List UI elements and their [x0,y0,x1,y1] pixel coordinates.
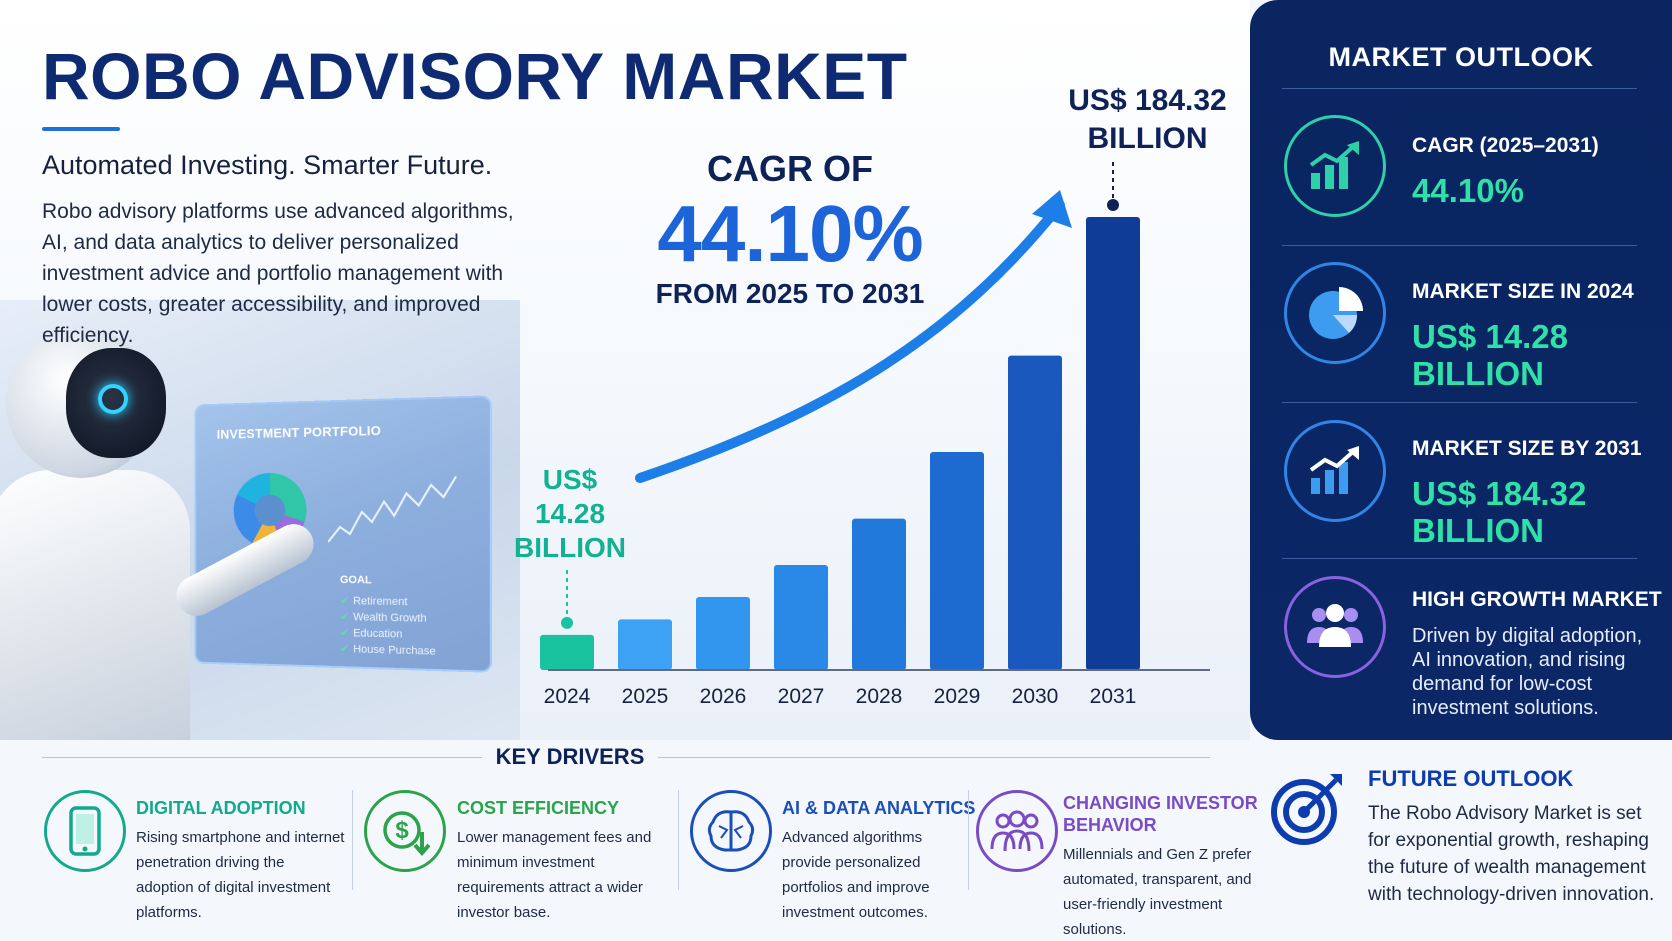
divider [1282,88,1637,89]
bar-2028 [852,519,906,670]
panel-title: MARKET OUTLOOK [1250,42,1672,73]
x-tick-label: 2029 [934,685,981,708]
divider [1282,558,1637,559]
x-ticks-group: 2024 2025 2026 2027 2028 2029 2030 2031 [544,685,1137,708]
data-label-2024: US$ 14.28 BILLION [505,463,635,565]
x-tick-label: 2026 [700,685,747,708]
future-outlook-text: The Robo Advisory Market is set for expo… [1368,800,1658,908]
outlook-growth-label: HIGH GROWTH MARKET [1412,588,1662,612]
x-tick-label: 2030 [1012,685,1059,708]
last-bar-dot [1107,199,1119,211]
bar-2031 [1086,217,1140,670]
cagr-value: 44.10% [640,188,940,280]
x-tick-label: 2031 [1090,685,1137,708]
driver-title: AI & DATA ANALYTICS [782,797,975,819]
driver-title: COST EFFICIENCY [457,797,619,819]
outlook-growth-text: Driven by digital adoption, AI innovatio… [1412,624,1652,720]
driver-text: Rising smartphone and internet penetrati… [136,825,346,925]
bar-2030 [1008,356,1062,670]
cagr-label: CAGR OF [640,148,940,190]
driver-text: Lower management fees and minimum invest… [457,825,677,925]
divider [678,790,679,890]
growth-chart-icon [1284,115,1386,217]
divider [658,757,1210,758]
divider [968,790,969,890]
outlook-cagr-value: 44.10% [1412,172,1524,209]
x-tick-label: 2027 [778,685,825,708]
data-label-2031: US$ 184.32 BILLION [1060,82,1235,158]
driver-title: CHANGING INVESTOR BEHAVIOR [1063,792,1258,836]
investors-icon [976,790,1058,872]
key-drivers-title: KEY DRIVERS [490,744,650,770]
driver-title: DIGITAL ADOPTION [136,797,306,819]
market-outlook-panel: MARKET OUTLOOK CAGR (2025–2031) 44.10% M… [1250,0,1672,740]
outlook-size-2024-value: US$ 14.28 BILLION [1412,318,1568,392]
x-tick-label: 2024 [544,685,591,708]
bar-growth-icon [1284,420,1386,522]
bar-2026 [696,597,750,670]
svg-text:$: $ [395,817,409,844]
pie-chart-icon [1284,262,1386,364]
outlook-size-2024-label: MARKET SIZE IN 2024 [1412,280,1634,304]
outlook-cagr-label: CAGR (2025–2031) [1412,134,1599,158]
target-icon [1270,770,1346,846]
bar-2024 [540,635,594,670]
brain-icon [690,790,772,872]
cagr-range: FROM 2025 TO 2031 [620,278,960,310]
divider [1282,402,1637,403]
driver-text: Millennials and Gen Z prefer automated, … [1063,842,1263,941]
future-outlook-title: FUTURE OUTLOOK [1368,766,1573,792]
divider [42,757,482,758]
x-tick-label: 2025 [622,685,669,708]
bar-2029 [930,452,984,670]
divider [352,790,353,890]
bar-2025 [618,619,672,670]
smartphone-icon [44,790,126,872]
people-icon [1284,576,1386,678]
bar-2027 [774,565,828,670]
outlook-size-2031-label: MARKET SIZE BY 2031 [1412,437,1642,461]
x-tick-label: 2028 [856,685,903,708]
driver-text: Advanced algorithms provide personalized… [782,825,972,925]
dollar-down-icon: $ [364,790,446,872]
outlook-size-2031-value: US$ 184.32 BILLION [1412,475,1586,549]
first-bar-dot [561,617,573,629]
divider [1282,245,1637,246]
